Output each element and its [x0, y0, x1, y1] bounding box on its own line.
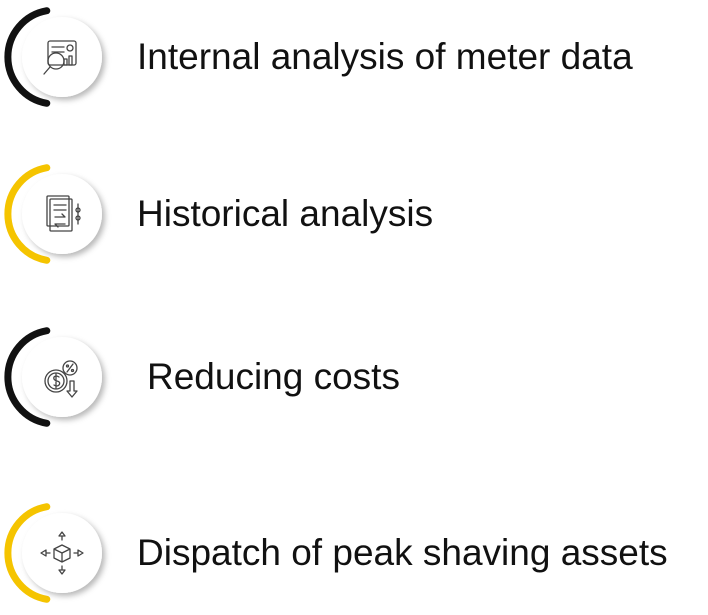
accent-arc — [4, 503, 51, 603]
accent-arc — [4, 7, 51, 107]
item-label: Internal analysis of meter data — [137, 36, 633, 77]
list-item: Reducing costs — [4, 327, 400, 427]
item-label: Dispatch of peak shaving assets — [137, 532, 668, 573]
item-label: Historical analysis — [137, 193, 433, 234]
accent-arc — [4, 164, 51, 264]
icon-circle — [22, 337, 102, 417]
list-item: Dispatch of peak shaving assets — [4, 503, 668, 603]
list-item: Historical analysis — [4, 164, 433, 264]
list-item: Internal analysis of meter data — [4, 7, 633, 107]
item-label: Reducing costs — [147, 356, 400, 397]
accent-arc — [4, 327, 51, 427]
icon-circle — [22, 17, 102, 97]
